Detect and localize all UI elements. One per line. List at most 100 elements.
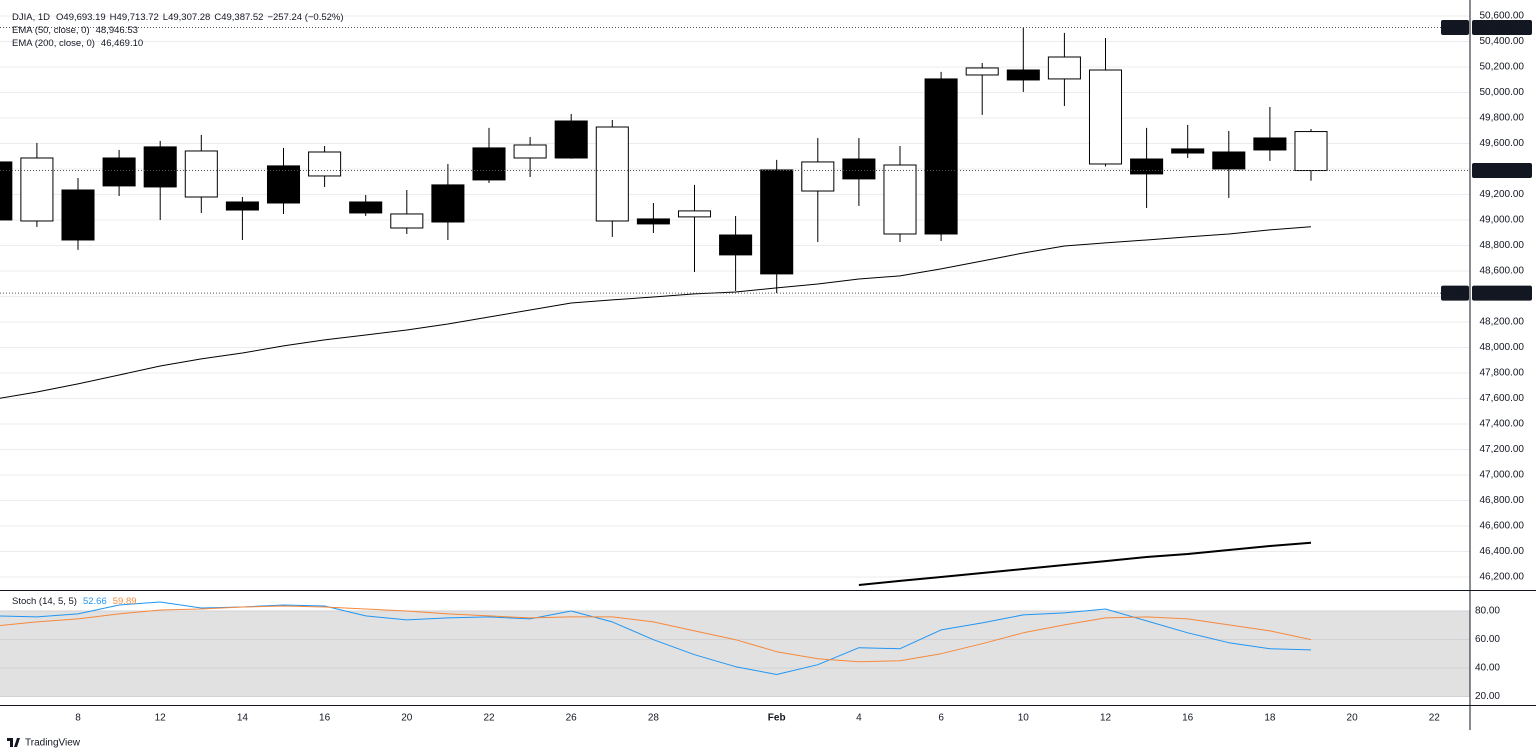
- candle-body: [513, 144, 547, 159]
- candle-body: [1130, 158, 1164, 175]
- candle-body: [349, 201, 383, 214]
- candle-body: [1253, 137, 1287, 151]
- x-tick-label: 20: [401, 713, 413, 724]
- x-tick-label: 12: [155, 713, 167, 724]
- x-tick-label: 22: [1429, 713, 1441, 724]
- change: −257.24 (−0.52%): [267, 12, 343, 23]
- legend-value: 48,946.53: [96, 25, 138, 36]
- x-tick-label: 18: [1264, 713, 1276, 724]
- y-tick-label: 46,800.00: [1480, 495, 1525, 506]
- candle-body: [719, 234, 753, 256]
- y-tick-label: 60.00: [1475, 634, 1500, 645]
- price-label-box: [1472, 20, 1532, 36]
- candle-body: [801, 161, 835, 192]
- x-tick-label: 28: [648, 713, 660, 724]
- candle-body: [102, 157, 136, 187]
- candle-body: [431, 184, 465, 223]
- candle-body: [308, 151, 342, 177]
- axes: [0, 0, 1536, 730]
- candle-body: [842, 158, 876, 180]
- y-tick-label: 47,400.00: [1480, 419, 1525, 430]
- price-tag: High: [1445, 23, 1466, 34]
- legend-name: EMA (50, close, 0): [12, 25, 90, 36]
- candle-body: [965, 67, 999, 76]
- x-tick-label: 26: [566, 713, 578, 724]
- y-tick-label: 50,600.00: [1480, 11, 1525, 22]
- legend-value: 59.89: [113, 596, 137, 607]
- y-tick-label: 48,800.00: [1480, 240, 1525, 251]
- candle-body: [143, 146, 177, 188]
- candle-body: [1088, 69, 1123, 165]
- ohlc-high: H49,713.72: [110, 12, 159, 23]
- ohlc-close: C49,387.52: [214, 12, 263, 23]
- price-tag: Low: [1446, 288, 1465, 299]
- price-label: 48,425.93: [1480, 288, 1525, 299]
- legend-name: EMA (200, close, 0): [12, 38, 95, 49]
- y-tick-label: 50,400.00: [1480, 36, 1525, 47]
- y-tick-label: 49,200.00: [1480, 189, 1525, 200]
- ema-line: [858, 541, 1312, 586]
- candle-body: [225, 201, 259, 211]
- candle-body: [1294, 131, 1328, 172]
- x-tick-label: 12: [1100, 713, 1112, 724]
- symbol-legend: DJIA, 1D O49,693.19 H49,713.72 L49,307.28 C4…: [12, 12, 344, 23]
- legend-name: Stoch (14, 5, 5): [12, 596, 77, 607]
- price-label-box: [1472, 285, 1532, 301]
- y-tick-label: 48,600.00: [1480, 266, 1525, 277]
- logo: [7, 738, 20, 747]
- candle-body: [677, 210, 712, 218]
- y-tick-label: 80.00: [1475, 606, 1500, 617]
- branding: TradingView: [7, 738, 81, 749]
- ema200-legend: EMA (200, close, 0) 46,469.10: [12, 38, 143, 49]
- x-tick-label: 10: [1018, 713, 1030, 724]
- candle-body: [1212, 151, 1246, 170]
- candle-body: [1171, 148, 1205, 154]
- stoch-legend: Stoch (14, 5, 5) 52.66 59.89: [12, 596, 137, 607]
- price-tag-box: [1441, 285, 1469, 301]
- price-label-box: [1472, 163, 1532, 179]
- candle-body: [61, 189, 95, 241]
- x-tick-label: 22: [483, 713, 495, 724]
- y-tick-label: 49,800.00: [1480, 113, 1525, 124]
- candle-body: [20, 157, 54, 222]
- candle-body: [472, 147, 506, 181]
- y-tick-label: 40.00: [1475, 663, 1500, 674]
- price-grid: [0, 15, 1470, 578]
- price-pane: [0, 27, 1470, 586]
- symbol: DJIA, 1D: [12, 12, 50, 23]
- candle-body: [1047, 56, 1081, 80]
- candle-body: [636, 218, 670, 225]
- ema50-legend: EMA (50, close, 0) 48,946.53: [12, 25, 138, 36]
- x-tick-label: 8: [75, 713, 81, 724]
- y-tick-label: 48,200.00: [1480, 317, 1525, 328]
- y-tick-label: 47,800.00: [1480, 368, 1525, 379]
- candle-body: [266, 165, 301, 204]
- legend: DJIA, 1D O49,693.19 H49,713.72 L49,307.28 C4…: [12, 12, 344, 607]
- stoch-line: [0, 605, 1312, 663]
- candle-body: [760, 169, 794, 275]
- price-label: 50,509.22: [1480, 23, 1525, 34]
- candle-body: [390, 213, 424, 229]
- candle-body: [0, 161, 13, 221]
- price-tag-box: [1441, 20, 1469, 36]
- stoch-line: [0, 601, 1312, 675]
- x-tick-label: Feb: [768, 713, 786, 724]
- x-tick-label: 16: [1182, 713, 1194, 724]
- y-tick-label: 48,000.00: [1480, 342, 1525, 353]
- stoch-band: [0, 610, 1470, 697]
- legend-value: 46,469.10: [101, 38, 143, 49]
- candle-body: [184, 150, 218, 198]
- y-tick-label: 49,000.00: [1480, 215, 1525, 226]
- y-tick-label: 49,600.00: [1480, 138, 1525, 149]
- y-tick-label: 20.00: [1475, 691, 1500, 702]
- y-tick-label: 46,600.00: [1480, 521, 1525, 532]
- candle-body: [924, 78, 958, 235]
- y-tick-label: 47,200.00: [1480, 444, 1525, 455]
- candle-body: [554, 120, 588, 159]
- x-tick-label: 14: [237, 713, 249, 724]
- ema-line: [0, 226, 1312, 399]
- y-tick-label: 50,000.00: [1480, 87, 1525, 98]
- candle-body: [883, 164, 917, 235]
- x-tick-label: 20: [1347, 713, 1359, 724]
